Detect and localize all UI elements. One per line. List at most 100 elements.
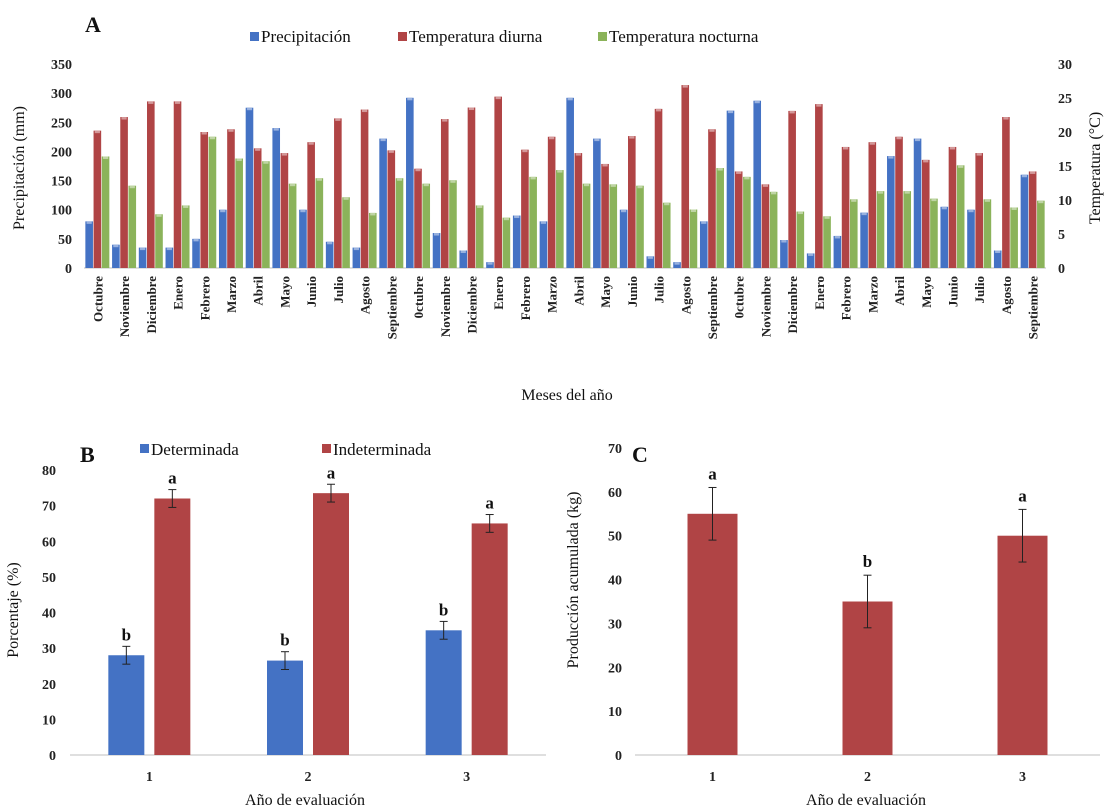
y-tick-a: 150 [51,175,72,190]
bar-a-blue [112,244,120,268]
significance-letter-c: b [863,552,872,571]
bar-a-green [903,191,912,268]
y-tick-b: 60 [42,535,56,550]
bar-a-blue [85,221,93,268]
bar-a-red [628,136,636,268]
bar-highlight-a [594,138,600,142]
bar-a-red [334,118,342,269]
bar-highlight-a [370,212,376,216]
y-tick-c: 70 [608,442,622,457]
bar-a-green [796,211,805,268]
bar-a-red [307,142,315,268]
bar-highlight-a [102,156,109,159]
bars-c: a b a [687,464,1048,755]
bar-highlight-a [273,128,279,131]
bar-a-red [948,146,957,268]
month-label: Julio [972,276,987,303]
bar-highlight-a [380,138,386,142]
y-tick-c: 60 [608,486,622,501]
bar-a-red [547,136,556,268]
bar-a-green [342,197,350,268]
legend-b: Determinada Indeterminada [140,440,432,459]
y-tick-a: 200 [51,145,72,160]
month-label: Septiembre [1026,276,1041,340]
bar-highlight-a [682,85,688,88]
bar-highlight-a [851,199,857,202]
y2-tick-a: 30 [1058,58,1072,73]
bar-a-red [868,142,877,268]
bar-highlight-a [361,109,368,113]
bar-highlight-a [923,159,929,163]
month-label: Febrero [518,276,533,320]
y2-axis-title-a: Temperatura (°C) [1087,112,1104,224]
bar-highlight-a [450,180,456,183]
significance-letter-b: b [280,631,289,650]
bar-b-blue [425,630,462,755]
bar-highlight-a [281,153,288,156]
bar-highlight-a [575,153,581,156]
bar-highlight-a [308,142,314,145]
bar-highlight-a [388,150,394,153]
panel-label-a: A [85,12,101,37]
bar-highlight-a [263,161,269,164]
bar-a-green [930,198,938,268]
bar-highlight-a [736,171,742,174]
legend-label: Determinada [151,440,239,459]
bar-a-red [921,159,930,268]
bar-a-red [841,146,850,268]
bar-highlight-a [246,107,253,111]
bar-a-blue [272,128,281,268]
bar-a-blue [325,241,334,268]
legend-label: Temperatura nocturna [609,27,759,46]
bar-a-blue [780,240,788,268]
bar-highlight-a [174,101,181,104]
bars-b: b b b a a a [108,463,508,755]
bar-a-red [440,119,449,268]
bar-a-green [395,178,404,268]
month-label: Junio [946,276,961,307]
ticks-c: 0 10 20 30 40 50 60 70 1 2 3 [608,442,1026,785]
bar-highlight-a [487,262,493,265]
legend-swatch-blue [250,32,259,41]
bar-highlight-a [610,184,616,187]
bar-a-red [574,153,583,268]
bar-highlight-a [674,262,680,265]
bar-a-red [975,153,983,268]
y2-tick-a: 5 [1058,228,1065,243]
y-tick-b: 40 [42,607,56,622]
month-label: Mayo [919,276,934,308]
bar-a-red [494,96,502,268]
bar-a-red [93,130,102,268]
bar-highlight-a [808,253,814,256]
bar-a-green [823,216,831,268]
bar-a-blue [165,247,174,268]
bar-highlight-a [701,221,707,224]
bar-a-green [155,214,163,268]
bar-a-red [895,136,903,268]
bar-b-red [154,498,191,755]
significance-letter-b: a [485,494,494,513]
bar-highlight-a [396,178,403,181]
bar-highlight-a [727,110,734,114]
bar-a-green [876,191,885,268]
panel-b: B Determinada Indeterminada b b b a a a 0 10 20 3… [5,440,546,809]
significance-letter-c: a [1018,486,1027,505]
bar-b-red [313,493,349,755]
month-label: 0ctubre [732,276,747,319]
bar-highlight-a [327,241,333,245]
bar-a-red [681,85,690,268]
bar-highlight-a [316,178,322,181]
y-axis-title-a: Precipitación (mm) [11,106,28,230]
month-label: Abril [892,276,907,306]
bar-highlight-a [824,216,830,219]
bar-highlight-a [514,215,520,219]
month-label: Noviembre [117,276,132,337]
significance-letter-b: b [439,600,448,619]
bar-a-green [529,176,537,268]
legend-swatch-blue [140,444,149,453]
bar-highlight-a [156,214,162,217]
bar-highlight-a [968,209,974,213]
panel-label-b: B [80,442,95,467]
bar-a-red [227,129,235,268]
bar-a-blue [726,110,735,268]
